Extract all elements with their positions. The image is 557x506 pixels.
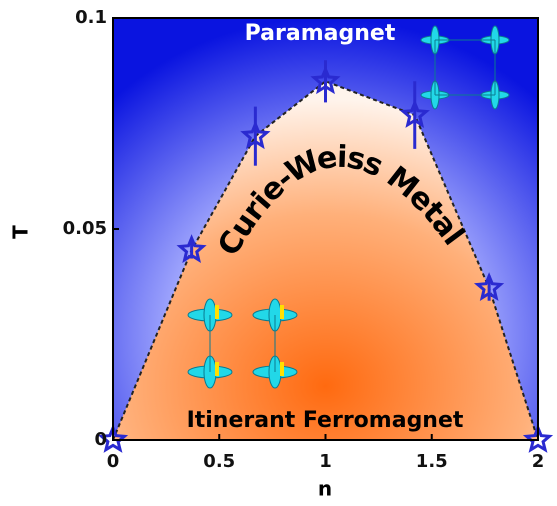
- region-label: Itinerant Ferromagnet: [187, 408, 464, 433]
- y-tick-label: 0.05: [63, 218, 107, 239]
- x-tick-label: 0.5: [203, 451, 235, 472]
- region-label: Paramagnet: [245, 21, 396, 46]
- y-tick-label: 0.1: [75, 7, 107, 28]
- chart: Paramagnet Curie-Weiss Metal Itinerant F…: [0, 0, 557, 502]
- x-axis-label: n: [318, 477, 332, 501]
- y-tick-label: 0: [94, 429, 107, 450]
- x-tick-label: 1: [319, 451, 332, 472]
- x-tick-label: 2: [532, 451, 545, 472]
- page: {"chart_data": {"type": "scatter", "x_la…: [0, 0, 557, 506]
- x-tick-label: 1.5: [416, 451, 448, 472]
- y-axis-label: T: [9, 225, 33, 239]
- x-tick-label: 0: [107, 451, 120, 472]
